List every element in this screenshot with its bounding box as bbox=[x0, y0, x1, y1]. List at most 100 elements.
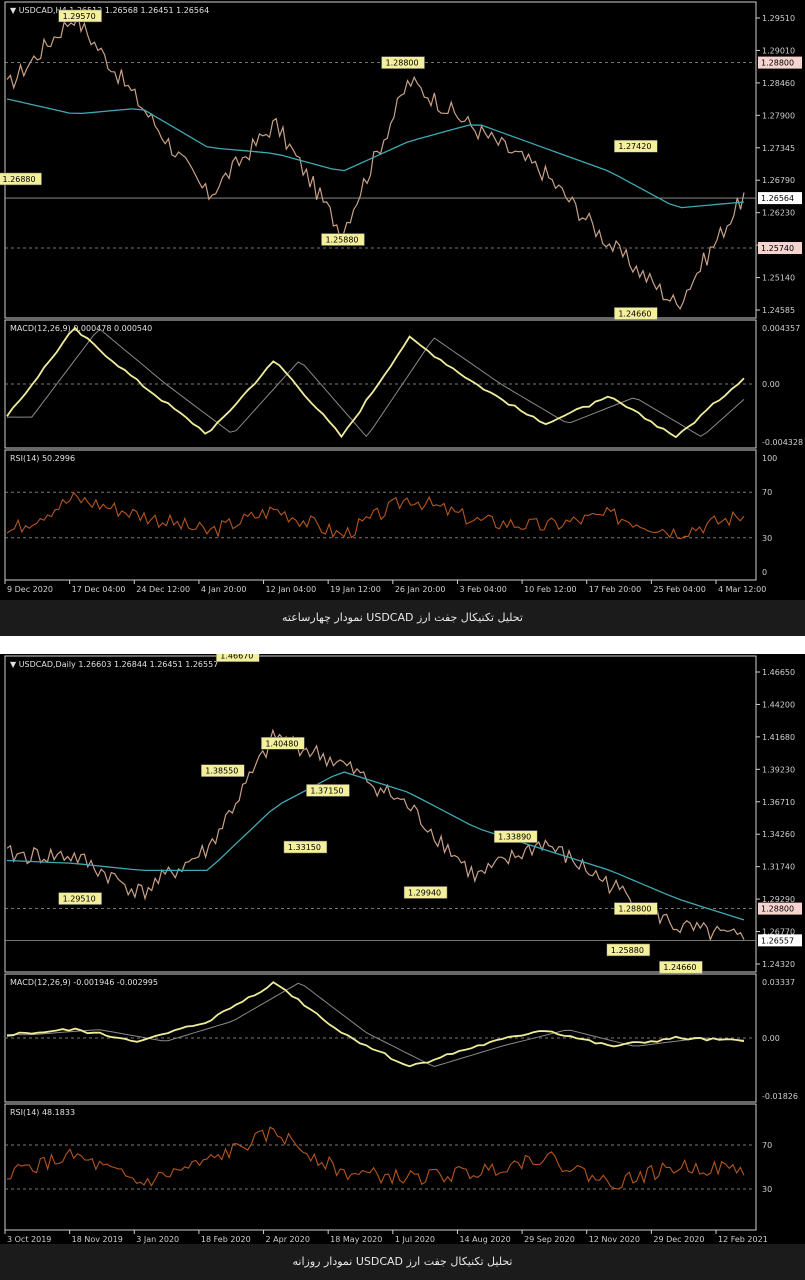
time-tick-label: 17 Dec 04:00 bbox=[72, 585, 126, 594]
rsi-line bbox=[6, 1126, 745, 1190]
price-tag-label: 1.26557 bbox=[761, 936, 794, 945]
level-annotation-label: 1.33890 bbox=[498, 833, 531, 842]
macd-header: MACD(12,26,9) -0.001946 -0.002995 bbox=[10, 978, 158, 987]
price-tick-label: 1.26770 bbox=[762, 928, 795, 937]
price-tag-label: 1.28800 bbox=[761, 59, 794, 68]
level-annotation-box bbox=[493, 830, 538, 843]
daily-caption: تحلیل تکنیکال جفت ارز USDCAD نمودار روزا… bbox=[0, 1244, 805, 1280]
price-tag-box bbox=[758, 56, 802, 69]
macd-signal-line bbox=[7, 328, 745, 438]
separator bbox=[0, 636, 805, 654]
time-tick-label: 12 Nov 2020 bbox=[589, 1235, 640, 1244]
daily-chart-svg: ▼ USDCAD,Daily 1.26603 1.26844 1.26451 1… bbox=[4, 654, 802, 1244]
level-annotation-label: 1.38550 bbox=[205, 767, 238, 776]
rsi-tick-label: 0 bbox=[762, 568, 767, 577]
price-tag-box bbox=[758, 934, 802, 947]
price-tick-label: 1.26230 bbox=[762, 209, 795, 218]
price-tick-label: 1.46650 bbox=[762, 668, 795, 677]
level-annotation-box bbox=[321, 233, 365, 246]
price-panel-frame bbox=[4, 655, 757, 973]
time-tick-label: 29 Dec 2020 bbox=[653, 1235, 704, 1244]
time-tick-label: 9 Dec 2020 bbox=[7, 585, 53, 594]
level-annotation-label: 1.26880 bbox=[3, 175, 36, 184]
level-annotation-label: 1.24660 bbox=[618, 309, 651, 318]
level-annotation-box bbox=[58, 892, 102, 905]
time-tick-label: 12 Jan 04:00 bbox=[266, 585, 317, 594]
level-annotation-box bbox=[201, 764, 245, 777]
time-tick-label: 4 Jan 20:00 bbox=[201, 585, 247, 594]
level-annotation-box bbox=[58, 9, 102, 23]
time-tick-label: 10 Feb 12:00 bbox=[524, 585, 576, 594]
rsi-line bbox=[6, 491, 745, 540]
level-annotation-label: 1.28800 bbox=[386, 59, 419, 68]
rsi-tick-label: 30 bbox=[762, 534, 772, 543]
level-annotation-label: 1.46670 bbox=[220, 654, 253, 661]
macd-header: MACD(12,26,9) 0.000478 0.000540 bbox=[10, 324, 152, 333]
price-tick-label: 1.24585 bbox=[762, 306, 795, 315]
macd-tick-label: -0.004328 bbox=[762, 438, 803, 447]
time-tick-label: 14 Aug 2020 bbox=[459, 1235, 510, 1244]
macd-signal-line bbox=[7, 982, 745, 1068]
level-annotation-box bbox=[614, 902, 658, 915]
price-tick-label: 1.34260 bbox=[762, 830, 795, 839]
macd-tick-label: 0.004357 bbox=[762, 324, 800, 333]
time-tick-label: 19 Jan 12:00 bbox=[330, 585, 381, 594]
price-tick-label: 1.44200 bbox=[762, 700, 795, 709]
level-annotation-box bbox=[403, 886, 448, 899]
price-tick-label: 1.29290 bbox=[762, 895, 795, 904]
rsi-tick-label: 70 bbox=[762, 1141, 772, 1150]
time-tick-label: 18 May 2020 bbox=[330, 1235, 382, 1244]
time-tick-label: 17 Feb 20:00 bbox=[589, 585, 641, 594]
macd-line bbox=[6, 326, 745, 439]
level-annotation-box bbox=[614, 139, 658, 153]
price-tick-label: 1.28460 bbox=[762, 79, 795, 88]
level-annotation-label: 1.29570 bbox=[63, 12, 96, 21]
level-annotation-label: 1.33150 bbox=[288, 843, 321, 852]
price-tick-label: 1.26790 bbox=[762, 176, 795, 185]
rsi-header: RSI(14) 48.1833 bbox=[10, 1108, 75, 1117]
price-series-line bbox=[6, 13, 745, 310]
rsi-panel-frame bbox=[4, 1103, 757, 1231]
time-tick-label: 3 Jan 2020 bbox=[136, 1235, 179, 1244]
time-tick-label: 3 Feb 04:00 bbox=[459, 585, 506, 594]
time-tick-label: 29 Sep 2020 bbox=[524, 1235, 575, 1244]
time-tick-label: 26 Jan 20:00 bbox=[395, 585, 446, 594]
price-tick-label: 1.41680 bbox=[762, 733, 795, 742]
level-annotation-label: 1.28800 bbox=[618, 905, 651, 914]
price-series-line bbox=[6, 728, 745, 942]
level-annotation-label: 1.37150 bbox=[310, 786, 343, 795]
daily-chart: ▼ USDCAD,Daily 1.26603 1.26844 1.26451 1… bbox=[0, 654, 805, 1244]
time-tick-label: 12 Feb 2021 bbox=[718, 1235, 768, 1244]
level-annotation-label: 1.27420 bbox=[618, 142, 651, 151]
level-annotation-label: 1.25880 bbox=[611, 946, 644, 955]
price-tick-label: 1.39230 bbox=[762, 765, 795, 774]
price-tick-label: 1.29010 bbox=[762, 46, 795, 55]
price-panel-frame bbox=[4, 1, 757, 319]
price-tick-label: 1.27345 bbox=[762, 144, 795, 153]
time-tick-label: 3 Oct 2019 bbox=[7, 1235, 51, 1244]
time-tick-label: 4 Mar 12:00 bbox=[718, 585, 766, 594]
level-annotation-label: 1.29940 bbox=[408, 888, 441, 897]
time-tick-label: 18 Nov 2019 bbox=[72, 1235, 123, 1244]
rsi-tick-label: 70 bbox=[762, 488, 772, 497]
level-annotation-box bbox=[381, 56, 425, 69]
level-annotation-box bbox=[283, 840, 328, 854]
price-tick-label: 1.24320 bbox=[762, 960, 795, 969]
moving-average-line bbox=[6, 771, 745, 921]
price-tick-label: 1.36710 bbox=[762, 798, 795, 807]
price-tag-label: 1.25740 bbox=[761, 244, 794, 253]
level-annotation-label: 1.40480 bbox=[265, 739, 298, 748]
price-tag-box bbox=[758, 242, 802, 255]
macd-tick-label: 0.03337 bbox=[762, 978, 795, 987]
level-annotation-label: 1.29510 bbox=[63, 895, 96, 904]
h4-chart-svg: ▼ USDCAD,H4 1.26512 1.26568 1.26451 1.26… bbox=[0, 1, 803, 594]
h4-caption: تحلیل تکنیکال جفت ارز USDCAD نمودار چهار… bbox=[0, 600, 805, 636]
macd-line bbox=[6, 981, 745, 1068]
price-header: ▼ USDCAD,H4 1.26512 1.26568 1.26451 1.26… bbox=[10, 6, 209, 15]
level-annotation-box bbox=[0, 172, 42, 186]
price-tick-label: 1.31740 bbox=[762, 863, 795, 872]
rsi-header: RSI(14) 50.2996 bbox=[10, 454, 75, 463]
time-tick-label: 25 Feb 04:00 bbox=[653, 585, 705, 594]
price-tick-label: 1.29510 bbox=[762, 14, 795, 23]
level-annotation-box bbox=[261, 737, 305, 750]
